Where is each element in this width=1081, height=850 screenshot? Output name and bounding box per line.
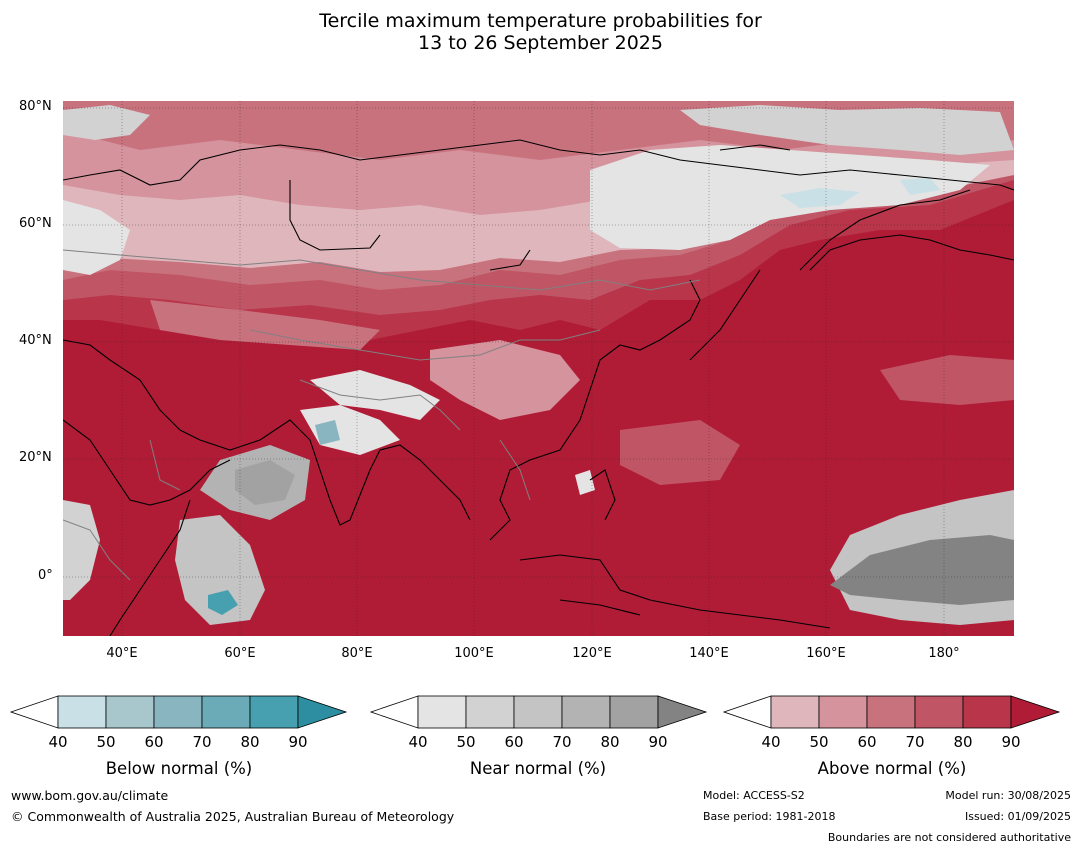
- above-normal-pacific-west: [620, 420, 740, 485]
- boundaries-disclaimer: Boundaries are not considered authoritat…: [827, 831, 1071, 844]
- issued-date: Issued: 01/09/2025: [964, 810, 1071, 823]
- colorbar-segment: [561, 695, 611, 729]
- base-period: Base period: 1981-2018: [703, 810, 836, 823]
- model-name: Model: ACCESS-S2: [703, 789, 805, 802]
- title-line-2: 13 to 26 September 2025: [418, 32, 663, 54]
- colorbar-segment: [417, 695, 467, 729]
- near-normal-europe: [63, 200, 130, 275]
- colorbar-left-extend: [723, 695, 772, 729]
- colorbar-segment: [465, 695, 515, 729]
- colorbar-tick-label: 80: [953, 733, 973, 751]
- colorbar-segment: [914, 695, 964, 729]
- lon-label-60e: 60°E: [224, 646, 256, 661]
- model-run-date: Model run: 30/08/2025: [945, 789, 1071, 802]
- below-normal-indian-ocean: [208, 590, 238, 615]
- colorbar-segment: [770, 695, 820, 729]
- above-normal-kazakhstan: [150, 300, 380, 350]
- above-normal-china-light: [430, 340, 580, 420]
- colorbar-tick-label: 60: [144, 733, 164, 751]
- colorbar-tick-label: 60: [504, 733, 524, 751]
- colorbar-tick-label: 40: [408, 733, 428, 751]
- map-title: Tercile maximum temperature probabilitie…: [0, 10, 1081, 54]
- colorbar-right-extend: [297, 695, 348, 729]
- colorbar-right-extend: [1010, 695, 1061, 729]
- near-normal-africa: [175, 515, 265, 625]
- near-normal-arabian-sea-dark: [235, 460, 295, 505]
- website-link[interactable]: www.bom.gov.au/climate: [11, 788, 169, 803]
- colorbar-tick-label: 70: [192, 733, 212, 751]
- colorbar-segment: [962, 695, 1012, 729]
- colorbar-segment: [818, 695, 868, 729]
- country-borders: [63, 249, 701, 581]
- colorbar-tick-label: 50: [456, 733, 476, 751]
- lon-label-40e: 40°E: [106, 646, 138, 661]
- colorbar-segment: [609, 695, 659, 729]
- lon-label-180: 180°: [928, 646, 960, 661]
- near-normal-scandinavia: [63, 105, 150, 140]
- colorbar-below-normal: [10, 695, 348, 729]
- colorbar-tick-label: 90: [648, 733, 668, 751]
- below-normal-india: [315, 420, 340, 445]
- copyright-text: © Commonwealth of Australia 2025, Austra…: [11, 809, 455, 824]
- colorbar-left-extend: [10, 695, 59, 729]
- lon-label-120e: 120°E: [572, 646, 612, 661]
- lat-label-80n: 80°N: [19, 99, 52, 114]
- near-normal-arctic: [680, 105, 1014, 155]
- colorbar-tick-label: 40: [48, 733, 68, 751]
- colorbar-segment: [249, 695, 299, 729]
- below-normal-east-siberia: [900, 178, 940, 195]
- lon-label-140e: 140°E: [689, 646, 729, 661]
- colorbar-segment: [513, 695, 563, 729]
- colorbar-right-extend: [657, 695, 708, 729]
- colorbar-tick-label: 80: [240, 733, 260, 751]
- near-normal-pacific-dark: [830, 535, 1014, 605]
- colorbar-tick-label: 80: [600, 733, 620, 751]
- lat-label-20n: 20°N: [19, 450, 52, 465]
- colorbar-tick-label: 60: [857, 733, 877, 751]
- colorbar-tick-label: 50: [809, 733, 829, 751]
- lat-label-60n: 60°N: [19, 216, 52, 231]
- probability-map: [63, 101, 1014, 636]
- lat-label-0: 0°: [38, 568, 53, 583]
- legend-title-near-normal: Near normal (%): [469, 759, 607, 778]
- colorbar-tick-label: 70: [905, 733, 925, 751]
- title-line-1: Tercile maximum temperature probabilitie…: [319, 10, 762, 32]
- above-normal-pacific-light: [880, 355, 1014, 405]
- colorbar-segment: [105, 695, 155, 729]
- legend-title-below-normal: Below normal (%): [105, 759, 253, 778]
- colorbar-tick-label: 90: [1001, 733, 1021, 751]
- colorbar-segment: [57, 695, 107, 729]
- colorbar-segment: [201, 695, 251, 729]
- colorbar-tick-label: 90: [288, 733, 308, 751]
- near-normal-philippines: [575, 470, 595, 495]
- colorbar-segment: [153, 695, 203, 729]
- colorbar-above-normal: [723, 695, 1061, 729]
- lon-label-160e: 160°E: [806, 646, 846, 661]
- colorbar-tick-label: 40: [761, 733, 781, 751]
- coastlines: [63, 139, 1014, 636]
- lon-label-80e: 80°E: [341, 646, 373, 661]
- legend-title-above-normal: Above normal (%): [817, 759, 967, 778]
- colorbar-tick-label: 50: [96, 733, 116, 751]
- colorbar-tick-label: 70: [552, 733, 572, 751]
- lat-label-40n: 40°N: [19, 333, 52, 348]
- near-normal-tibet: [310, 370, 440, 420]
- colorbar-left-extend: [370, 695, 419, 729]
- lon-label-100e: 100°E: [454, 646, 494, 661]
- below-normal-siberia: [780, 188, 860, 208]
- near-normal-west-africa: [63, 500, 100, 600]
- colorbar-segment: [866, 695, 916, 729]
- colorbar-near-normal: [370, 695, 708, 729]
- graticule: [63, 101, 1014, 636]
